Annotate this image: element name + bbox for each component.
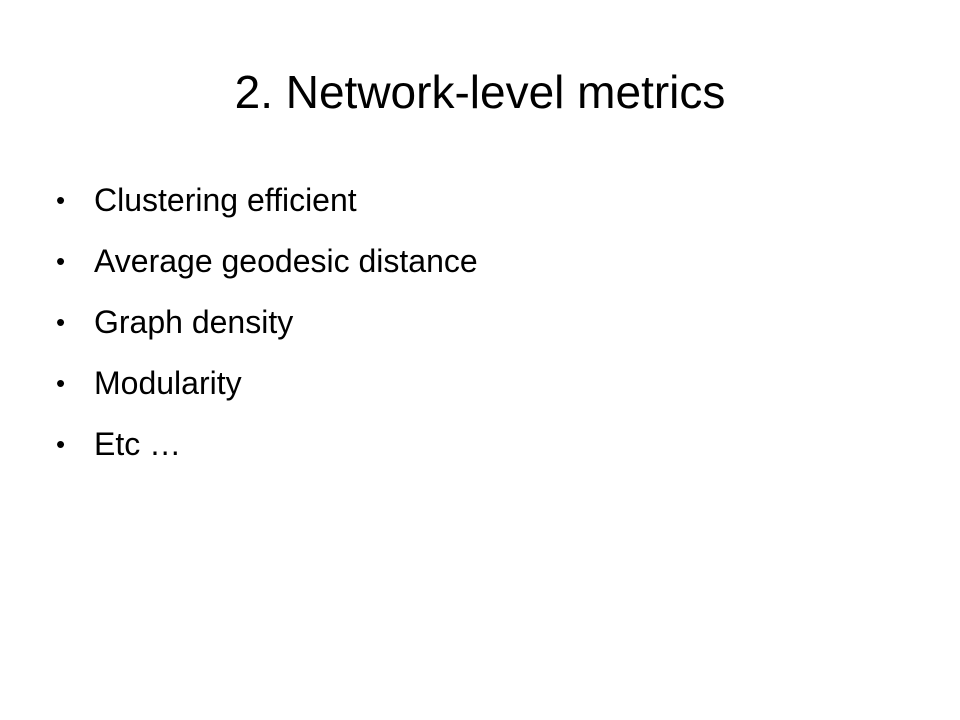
- bullet-icon: •: [56, 185, 66, 215]
- slide-title: 2. Network-level metrics: [234, 66, 726, 118]
- bullet-icon: •: [56, 368, 66, 398]
- bullet-list: • Clustering efficient • Average geodesi…: [56, 170, 478, 475]
- list-item: • Average geodesic distance: [56, 231, 478, 292]
- list-item: • Modularity: [56, 353, 478, 414]
- bullet-icon: •: [56, 429, 66, 459]
- list-item: • Graph density: [56, 292, 478, 353]
- bullet-text-graph-density: Graph density: [94, 304, 294, 340]
- bullet-text-clustering: Clustering efficient: [94, 182, 357, 218]
- bullet-icon: •: [56, 246, 66, 276]
- bullet-text-etc: Etc …: [94, 426, 182, 462]
- bullet-text-modularity: Modularity: [94, 365, 242, 401]
- bullet-text-geodesic-distance: Average geodesic distance: [94, 243, 478, 279]
- list-item: • Etc …: [56, 414, 478, 475]
- list-item: • Clustering efficient: [56, 170, 478, 231]
- bullet-icon: •: [56, 307, 66, 337]
